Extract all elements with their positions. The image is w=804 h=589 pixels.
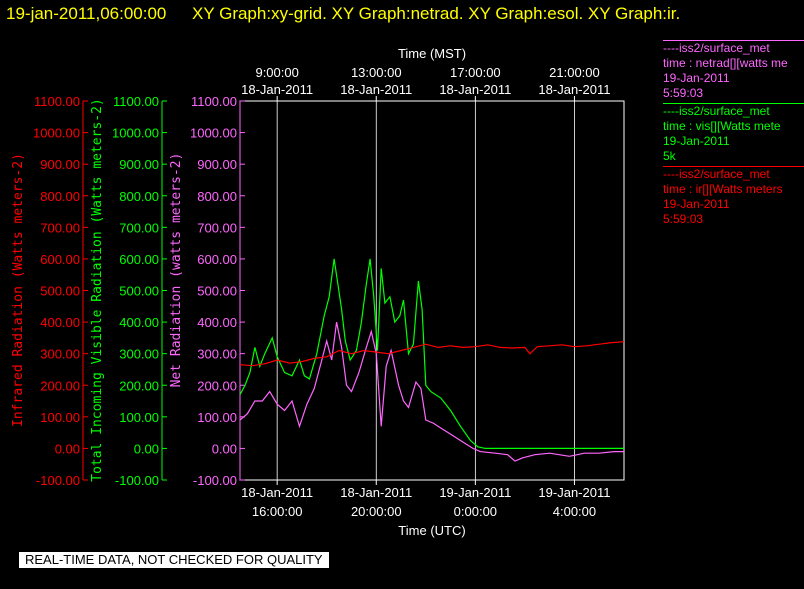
legend-line: 19-Jan-2011 <box>663 71 730 85</box>
legend-line: 5:59:03 <box>663 86 704 100</box>
y-axis-label-ir: Infrared Radiation (Watts meters-2) <box>11 153 26 427</box>
y-tick-label-netrad: 100.00 <box>197 410 237 425</box>
bottom-tick-date: 19-Jan-2011 <box>538 485 610 500</box>
y-tick-label-ir: 900.00 <box>40 157 80 172</box>
y-tick-label-netrad: 800.00 <box>197 189 237 204</box>
y-tick-label-netrad: 1100.00 <box>191 94 237 109</box>
bottom-tick-date: 18-Jan-2011 <box>241 485 313 500</box>
top-tick-date: 18-Jan-2011 <box>439 82 511 97</box>
y-tick-label-vis: 600.00 <box>119 252 159 267</box>
y-axis-label-netrad: Net Radiation (watts meters-2) <box>169 153 184 388</box>
bottom-tick-time: 4:00:00 <box>553 504 596 519</box>
top-tick-time: 9:00:00 <box>255 65 298 80</box>
y-tick-label-ir: 800.00 <box>40 189 80 204</box>
y-tick-label-vis: 900.00 <box>119 157 159 172</box>
legend-line: time : ir[][Watts meters <box>663 182 783 196</box>
y-axis-label-vis: Total Incoming Visible Radiation (Watts … <box>90 98 105 482</box>
y-tick-label-netrad: 900.00 <box>197 157 237 172</box>
y-tick-label-netrad: 1000.00 <box>190 126 237 141</box>
y-tick-label-netrad: 200.00 <box>197 378 237 393</box>
y-tick-label-vis: 400.00 <box>119 315 159 330</box>
top-tick-time: 21:00:00 <box>549 65 600 80</box>
top-tick-date: 18-Jan-2011 <box>340 82 412 97</box>
bottom-tick-date: 19-Jan-2011 <box>439 485 511 500</box>
y-tick-label-vis: 800.00 <box>119 189 159 204</box>
bottom-tick-time: 16:00:00 <box>252 504 303 519</box>
y-tick-label-ir: 0.00 <box>55 441 80 456</box>
y-tick-label-vis: 1100.00 <box>113 94 159 109</box>
top-tick-time: 13:00:00 <box>351 65 402 80</box>
y-tick-label-vis: 300.00 <box>119 347 159 362</box>
quality-disclaimer: REAL-TIME DATA, NOT CHECKED FOR QUALITY <box>19 552 329 568</box>
y-tick-label-vis: 100.00 <box>119 410 159 425</box>
legend-entry: ----iss2/surface_met time : netrad[][watt… <box>663 40 804 101</box>
y-tick-label-vis: -100.00 <box>115 473 159 488</box>
y-tick-label-vis: 200.00 <box>119 378 159 393</box>
legend-line: 5k <box>663 149 676 163</box>
y-tick-label-ir: 600.00 <box>40 252 80 267</box>
y-tick-label-netrad: -100.00 <box>193 473 237 488</box>
y-tick-label-netrad: 300.00 <box>197 347 237 362</box>
y-tick-label-ir: 1000.00 <box>33 126 80 141</box>
top-tick-date: 18-Jan-2011 <box>538 82 610 97</box>
y-tick-label-vis: 500.00 <box>119 284 159 299</box>
legend-line: ----iss2/surface_met <box>663 104 770 118</box>
y-tick-label-netrad: 400.00 <box>197 315 237 330</box>
y-tick-label-vis: 1000.00 <box>112 126 159 141</box>
y-tick-label-ir: 300.00 <box>40 347 80 362</box>
bottom-axis-label: Time (UTC) <box>398 523 465 538</box>
y-tick-label-netrad: 0.00 <box>212 441 237 456</box>
legend-line: ----iss2/surface_met <box>663 41 770 55</box>
legend-line: 19-Jan-2011 <box>663 197 730 211</box>
series-line-netrad <box>239 321 624 462</box>
y-tick-label-ir: 200.00 <box>40 378 80 393</box>
y-tick-label-netrad: 700.00 <box>197 220 237 235</box>
top-tick-date: 18-Jan-2011 <box>241 82 313 97</box>
y-tick-label-ir: 400.00 <box>40 315 80 330</box>
bottom-tick-time: 20:00:00 <box>351 504 402 519</box>
y-tick-label-ir: 1100.00 <box>34 94 80 109</box>
y-tick-label-ir: 500.00 <box>40 284 80 299</box>
legend-line: time : netrad[][watts me <box>663 56 788 70</box>
y-tick-label-ir: 100.00 <box>40 410 80 425</box>
legend-line: time : vis[][Watts mete <box>663 119 781 133</box>
top-tick-time: 17:00:00 <box>450 65 501 80</box>
y-tick-label-netrad: 500.00 <box>197 284 237 299</box>
legend-line: 19-Jan-2011 <box>663 134 730 148</box>
graph-list: XY Graph:xy-grid. XY Graph:netrad. XY Gr… <box>192 4 680 23</box>
series-line-ir <box>239 341 625 367</box>
y-tick-label-vis: 0.00 <box>134 441 159 456</box>
y-tick-label-ir: -100.00 <box>36 473 80 488</box>
legend: ----iss2/surface_met time : netrad[][watt… <box>663 40 804 229</box>
bottom-tick-time: 0:00:00 <box>454 504 497 519</box>
top-axis-label: Time (MST) <box>398 46 466 61</box>
y-tick-label-netrad: 600.00 <box>197 252 237 267</box>
y-tick-label-ir: 700.00 <box>40 220 80 235</box>
y-tick-label-vis: 700.00 <box>119 220 159 235</box>
bottom-tick-date: 18-Jan-2011 <box>340 485 412 500</box>
series-line-vis <box>239 258 624 449</box>
legend-line: ----iss2/surface_met <box>663 167 770 181</box>
legend-entry: ----iss2/surface_met time : ir[][Watts me… <box>663 166 804 227</box>
legend-entry: ----iss2/surface_met time : vis[][Watts m… <box>663 103 804 164</box>
legend-line: 5:59:03 <box>663 212 704 226</box>
timestamp: 19-jan-2011,06:00:00 <box>6 4 166 23</box>
